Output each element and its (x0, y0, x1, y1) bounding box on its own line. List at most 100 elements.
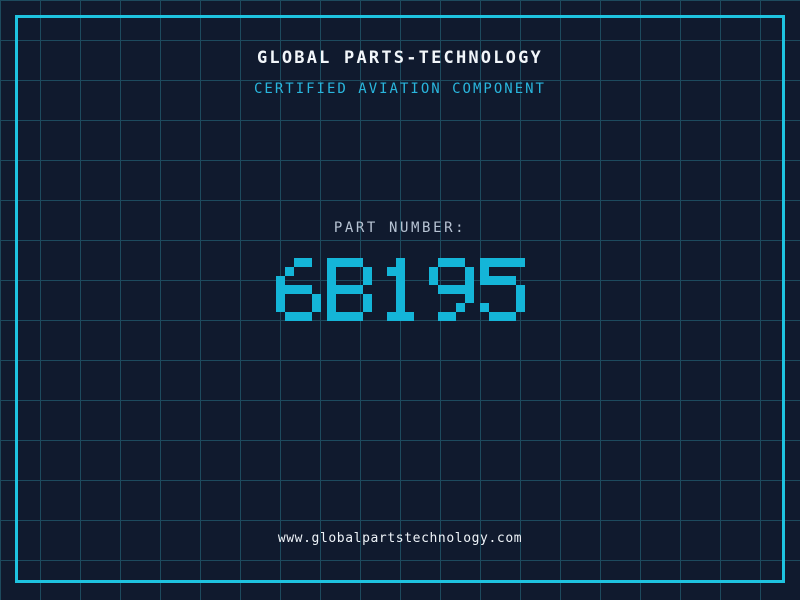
glyph-pixel (480, 294, 489, 303)
part-number-character (479, 258, 525, 321)
glyph-pixel (335, 312, 345, 321)
glyph-pixel (285, 303, 294, 312)
glyph-pixel (284, 312, 294, 321)
glyph-pixel (354, 294, 363, 303)
glyph-pixel (378, 303, 387, 312)
glyph-pixel (488, 312, 498, 321)
glyph-pixel (488, 276, 498, 285)
glyph-pixel (447, 267, 456, 276)
glyph-pixel (465, 303, 474, 312)
website-url: www.globalpartstechnology.com (277, 531, 523, 546)
glyph-pixel (404, 312, 414, 321)
glyph-pixel (378, 312, 387, 321)
glyph-pixel (498, 294, 507, 303)
glyph-pixel (507, 303, 516, 312)
glyph-pixel (276, 267, 285, 276)
glyph-pixel (293, 312, 303, 321)
glyph-pixel (456, 276, 465, 285)
glyph-pixel (362, 276, 372, 285)
glyph-pixel (336, 276, 345, 285)
glyph-pixel (455, 258, 465, 267)
glyph-pixel (464, 267, 474, 276)
glyph-pixel (414, 303, 423, 312)
glyph-pixel (516, 312, 525, 321)
glyph-pixel (429, 258, 438, 267)
glyph-pixel (326, 276, 336, 285)
glyph-pixel (395, 267, 405, 276)
glyph-pixel (311, 303, 321, 312)
glyph-pixel (387, 258, 396, 267)
glyph-pixel (438, 276, 447, 285)
glyph-pixel (489, 267, 498, 276)
glyph-pixel (336, 294, 345, 303)
glyph-pixel (414, 294, 423, 303)
glyph-pixel (303, 294, 312, 303)
glyph-pixel (302, 312, 312, 321)
glyph-pixel (302, 258, 312, 267)
glyph-pixel (303, 303, 312, 312)
glyph-pixel (311, 294, 321, 303)
glyph-pixel (284, 285, 294, 294)
glyph-pixel (353, 285, 363, 294)
glyph-pixel (506, 312, 516, 321)
glyph-pixel (363, 258, 372, 267)
glyph-pixel (405, 294, 414, 303)
glyph-pixel (489, 303, 498, 312)
glyph-pixel (312, 276, 321, 285)
company-name: GLOBAL PARTS-TECHNOLOGY (256, 48, 543, 68)
glyph-pixel (489, 285, 498, 294)
glyph-pixel (498, 267, 507, 276)
glyph-pixel (345, 267, 354, 276)
glyph-pixel (506, 258, 516, 267)
glyph-pixel (437, 285, 447, 294)
glyph-pixel (353, 312, 363, 321)
glyph-pixel (479, 258, 489, 267)
glyph-pixel (515, 285, 525, 294)
glyph-pixel (335, 258, 345, 267)
glyph-pixel (414, 276, 423, 285)
glyph-pixel (507, 285, 516, 294)
glyph-pixel (285, 294, 294, 303)
glyph-pixel (479, 276, 489, 285)
glyph-pixel (488, 258, 498, 267)
glyph-pixel (344, 258, 354, 267)
glyph-pixel (414, 285, 423, 294)
glyph-pixel (405, 267, 414, 276)
glyph-pixel (363, 312, 372, 321)
glyph-pixel (303, 267, 312, 276)
glyph-pixel (497, 258, 507, 267)
glyph-pixel (276, 258, 285, 267)
glyph-pixel (336, 303, 345, 312)
glyph-pixel (312, 267, 321, 276)
glyph-pixel (464, 276, 474, 285)
glyph-pixel (387, 276, 396, 285)
glyph-pixel (326, 285, 336, 294)
glyph-pixel (294, 267, 303, 276)
glyph-pixel (312, 312, 321, 321)
glyph-pixel (456, 294, 465, 303)
glyph-pixel (414, 312, 423, 321)
glyph-pixel (405, 258, 414, 267)
glyph-pixel (428, 276, 438, 285)
glyph-pixel (387, 294, 396, 303)
glyph-pixel (429, 303, 438, 312)
glyph-pixel (507, 294, 516, 303)
glyph-pixel (480, 312, 489, 321)
glyph-pixel (386, 312, 396, 321)
glyph-pixel (429, 294, 438, 303)
glyph-pixel (498, 303, 507, 312)
glyph-pixel (438, 294, 447, 303)
glyph-pixel (497, 276, 507, 285)
glyph-pixel (312, 285, 321, 294)
glyph-pixel (285, 276, 294, 285)
glyph-pixel (386, 267, 396, 276)
glyph-pixel (387, 285, 396, 294)
glyph-pixel (456, 267, 465, 276)
glyph-pixel (294, 303, 303, 312)
part-number-character (275, 258, 321, 321)
glyph-pixel (479, 267, 489, 276)
glyph-pixel (447, 276, 456, 285)
glyph-pixel (437, 258, 447, 267)
glyph-pixel (344, 312, 354, 321)
glyph-pixel (465, 258, 474, 267)
